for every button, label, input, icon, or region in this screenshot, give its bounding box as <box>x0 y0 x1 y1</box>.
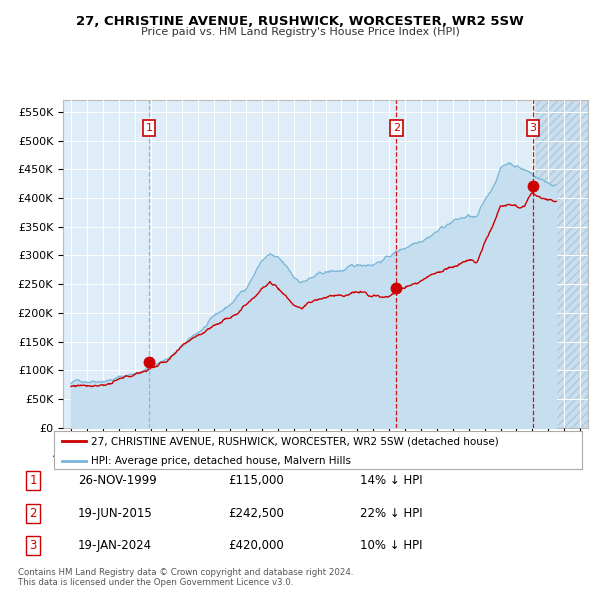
Text: 10% ↓ HPI: 10% ↓ HPI <box>360 539 422 552</box>
Text: HPI: Average price, detached house, Malvern Hills: HPI: Average price, detached house, Malv… <box>91 455 351 466</box>
Text: £115,000: £115,000 <box>228 474 284 487</box>
Text: 22% ↓ HPI: 22% ↓ HPI <box>360 507 422 520</box>
Text: 1: 1 <box>145 123 152 133</box>
Text: Contains HM Land Registry data © Crown copyright and database right 2024.
This d: Contains HM Land Registry data © Crown c… <box>18 568 353 587</box>
Text: 3: 3 <box>29 539 37 552</box>
Text: 14% ↓ HPI: 14% ↓ HPI <box>360 474 422 487</box>
Text: 2: 2 <box>29 507 37 520</box>
Text: 27, CHRISTINE AVENUE, RUSHWICK, WORCESTER, WR2 5SW (detached house): 27, CHRISTINE AVENUE, RUSHWICK, WORCESTE… <box>91 437 499 447</box>
Text: 2: 2 <box>393 123 400 133</box>
Text: 27, CHRISTINE AVENUE, RUSHWICK, WORCESTER, WR2 5SW: 27, CHRISTINE AVENUE, RUSHWICK, WORCESTE… <box>76 15 524 28</box>
Text: 19-JAN-2024: 19-JAN-2024 <box>78 539 152 552</box>
Text: Price paid vs. HM Land Registry's House Price Index (HPI): Price paid vs. HM Land Registry's House … <box>140 27 460 37</box>
Text: 19-JUN-2015: 19-JUN-2015 <box>78 507 153 520</box>
Text: £242,500: £242,500 <box>228 507 284 520</box>
Text: 26-NOV-1999: 26-NOV-1999 <box>78 474 157 487</box>
Text: 3: 3 <box>530 123 536 133</box>
Text: 1: 1 <box>29 474 37 487</box>
Text: £420,000: £420,000 <box>228 539 284 552</box>
